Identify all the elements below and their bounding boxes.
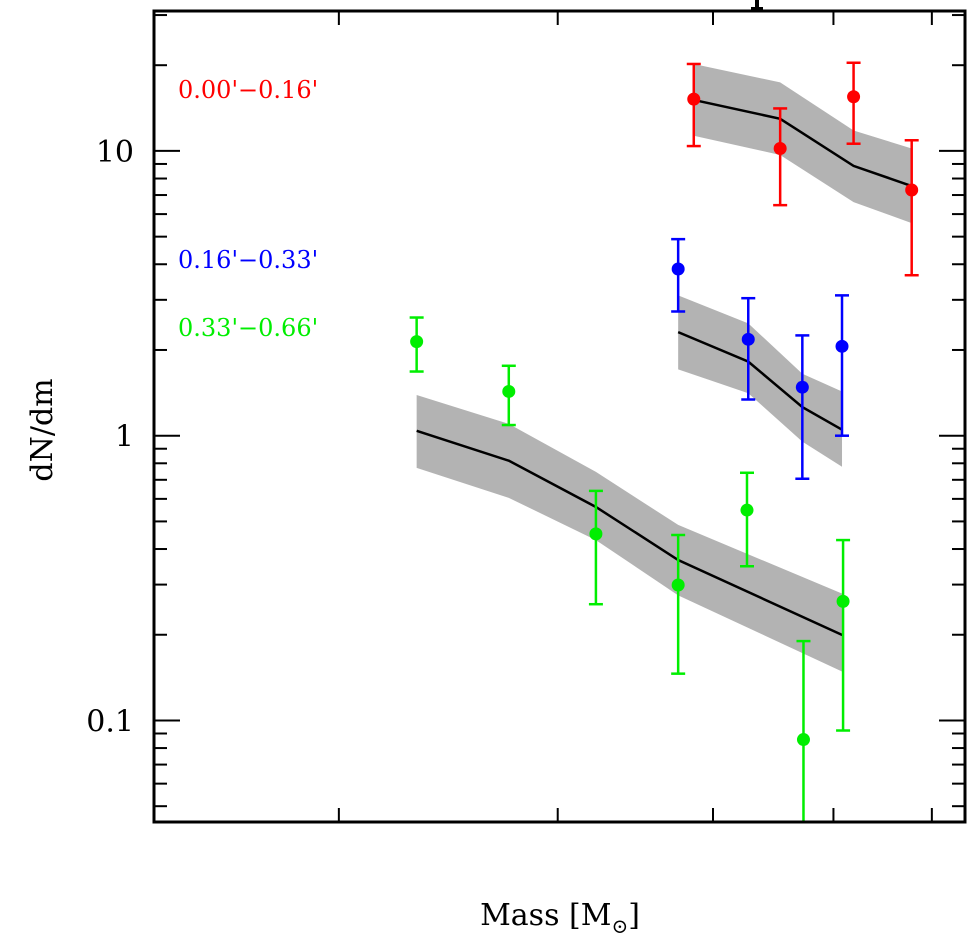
data-point-series-1 — [835, 294, 850, 437]
plot-frame — [152, 9, 967, 824]
model-bands — [416, 63, 912, 672]
data-point-series-2 — [796, 639, 811, 822]
data-marker — [836, 594, 850, 608]
x-axis-label-main: Mass [M — [480, 898, 611, 933]
data-point-series-1 — [671, 237, 686, 313]
data-marker — [741, 332, 755, 346]
data-marker — [740, 503, 754, 517]
data-marker — [410, 335, 424, 349]
y-tick-label: 1 — [115, 420, 134, 455]
data-point-series-0 — [773, 107, 788, 207]
data-point-series-0 — [904, 139, 919, 277]
y-axis-label: dN/dm — [25, 378, 60, 481]
data-point-series-2 — [409, 316, 424, 373]
data-marker — [773, 141, 787, 155]
model-band-series-2 — [416, 394, 844, 672]
model-line-series-0 — [693, 98, 913, 188]
data-point-series-2 — [501, 364, 516, 427]
data-marker — [847, 90, 861, 104]
x-axis-label-close: ] — [628, 898, 640, 933]
data-marker — [905, 183, 919, 197]
data-points — [409, 61, 919, 822]
cut-off-title-fragment-foot — [751, 7, 763, 10]
data-point-series-2 — [671, 533, 686, 675]
data-point-series-0 — [846, 61, 861, 145]
data-point-series-2 — [836, 538, 851, 732]
y-tick-label: 0.1 — [86, 704, 134, 739]
axis-ticks — [154, 11, 965, 822]
data-point-series-1 — [741, 296, 756, 401]
y-tick-labels: 0.1 1 10 — [86, 135, 134, 740]
model-line-series-1 — [677, 330, 843, 431]
cut-off-title-fragment — [755, 0, 759, 9]
legend-entry-series-0: 0.00'−0.16' — [178, 76, 318, 104]
legend-entry-series-2: 0.33'−0.66' — [178, 314, 318, 342]
data-point-series-2 — [588, 489, 603, 606]
model-band-series-0 — [693, 63, 912, 224]
data-marker — [671, 262, 685, 276]
data-marker — [589, 527, 603, 541]
axes — [152, 9, 967, 824]
legend-entry-series-1: 0.16'−0.33' — [178, 246, 318, 274]
data-marker — [795, 380, 809, 394]
data-marker — [671, 578, 685, 592]
data-point-series-1 — [795, 334, 810, 481]
x-axis-label: Mass [M⊙] — [480, 898, 640, 938]
data-point-series-2 — [739, 471, 754, 568]
data-marker — [502, 384, 516, 398]
data-marker — [796, 733, 810, 747]
data-marker — [687, 92, 701, 106]
model-band-series-1 — [678, 295, 843, 467]
x-axis-label-subscript: ⊙ — [611, 914, 628, 938]
data-point-series-0 — [686, 62, 701, 148]
data-marker — [835, 339, 849, 353]
y-tick-label: 10 — [96, 135, 134, 170]
legend: 0.00'−0.16' 0.16'−0.33' 0.33'−0.66' — [178, 76, 318, 342]
